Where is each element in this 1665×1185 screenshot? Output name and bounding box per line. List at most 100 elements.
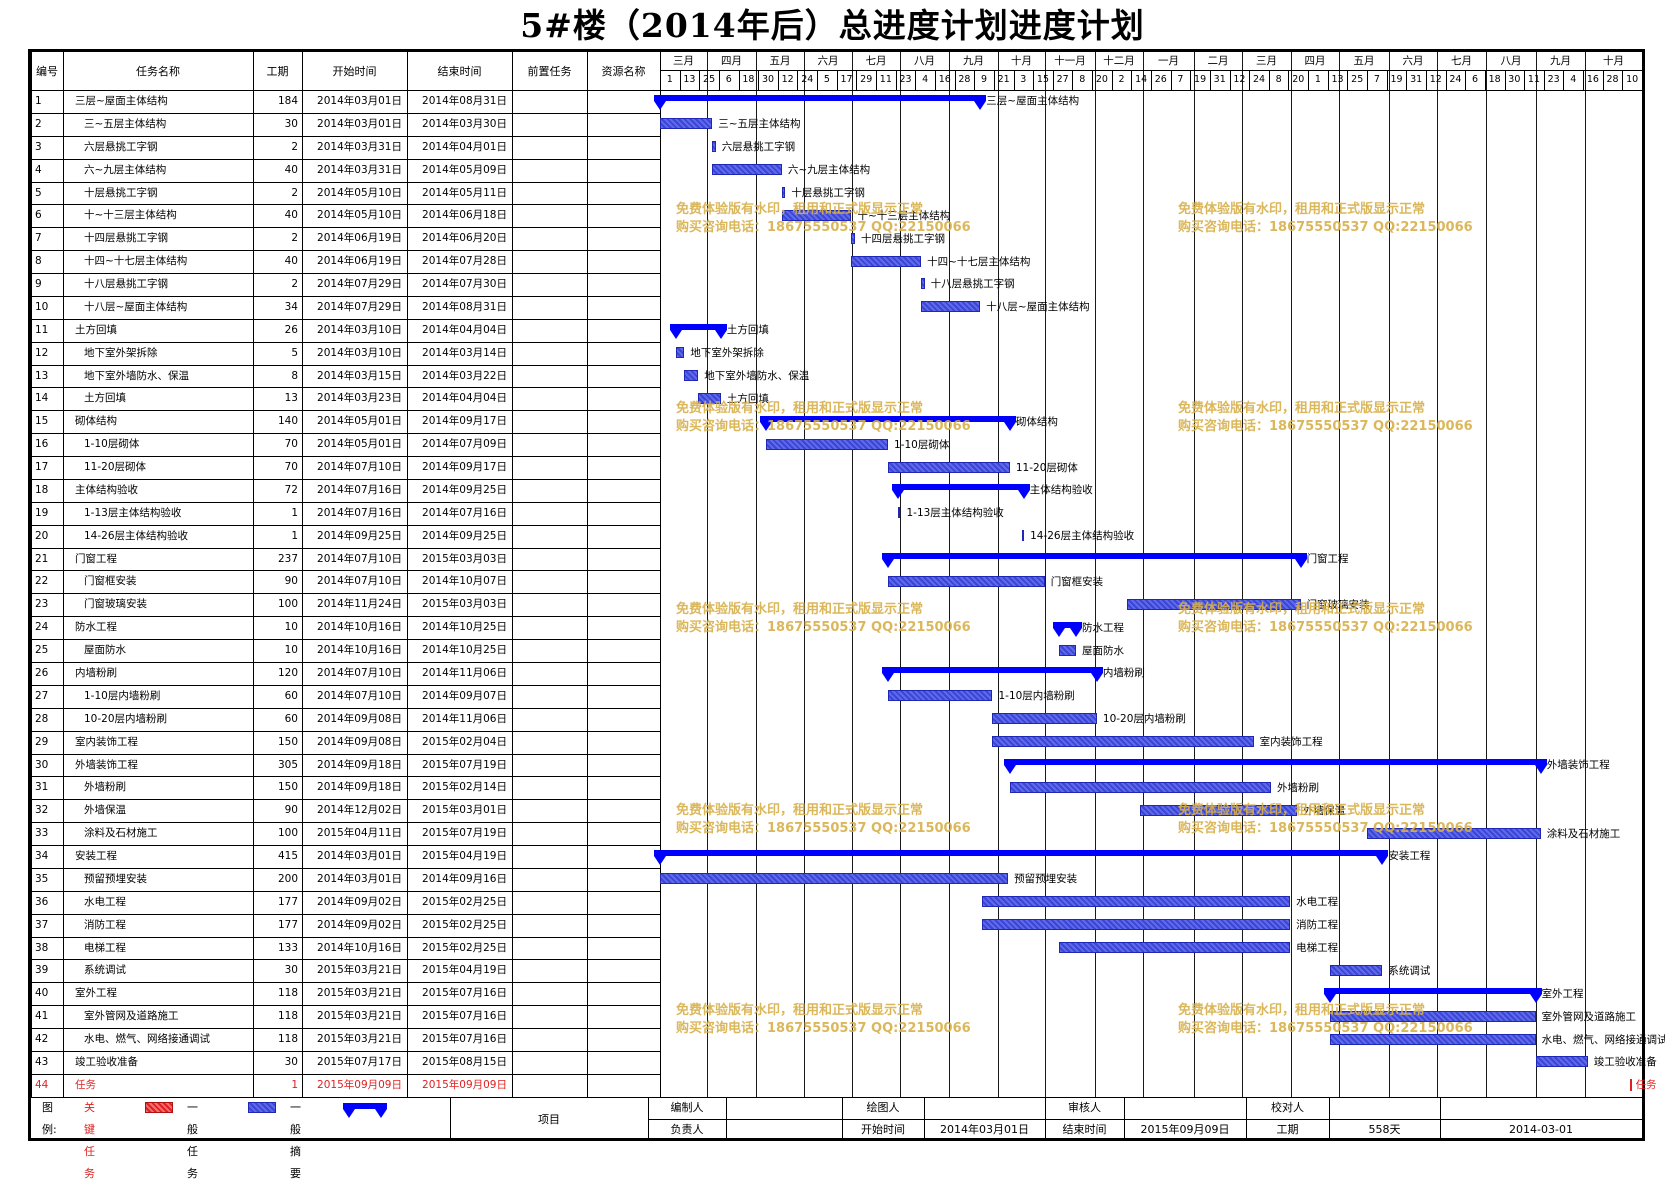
task-name[interactable]: 外墙粉刷 [84, 781, 126, 794]
task-name[interactable]: 六~九层主体结构 [84, 163, 167, 176]
task-name[interactable]: 竣工验收准备 [75, 1055, 138, 1068]
gantt-task-bar[interactable] [781, 186, 786, 198]
task-name[interactable]: 10-20层内墙粉刷 [84, 712, 168, 725]
task-name[interactable]: 内墙粉刷 [75, 667, 117, 679]
task-name[interactable]: 室外工程 [75, 987, 117, 1000]
task-name[interactable]: 土方回填 [75, 323, 117, 336]
task-name[interactable]: 砌体结构 [75, 415, 117, 428]
gantt-task-bar[interactable] [888, 461, 1010, 473]
task-name[interactable]: 地下室外墙防水、保温 [84, 369, 189, 382]
gantt-task-bar[interactable] [982, 919, 1291, 931]
task-name[interactable]: 室内装饰工程 [75, 735, 138, 748]
task-name[interactable]: 十八层悬挑工字钢 [84, 278, 168, 291]
task-name[interactable]: 涂料及石材施工 [84, 827, 158, 840]
gantt-task-bar[interactable] [851, 232, 855, 244]
timeline-month: 十月 [1011, 55, 1032, 67]
gantt-summary-bar[interactable] [760, 415, 1016, 422]
task-name[interactable]: 1-10层内墙粉刷 [84, 689, 161, 702]
gantt-summary-bar[interactable] [1324, 987, 1542, 994]
gantt-task-bar[interactable] [698, 392, 721, 404]
gantt-task-bar[interactable] [1058, 942, 1291, 953]
task-name[interactable]: 防水工程 [75, 621, 117, 634]
task-id: 17 [35, 461, 49, 474]
gantt-summary-bar[interactable] [654, 850, 1389, 857]
gantt-task-bar[interactable] [1330, 1010, 1536, 1022]
task-name[interactable]: 十四层悬挑工字钢 [84, 232, 168, 245]
legend-general-swatch [248, 1102, 276, 1113]
task-name[interactable]: 十八层~屋面主体结构 [84, 300, 188, 313]
gantt-summary-start-cap [669, 330, 682, 340]
gantt-task-bar[interactable] [1140, 804, 1298, 816]
task-name[interactable]: 14-26层主体结构验收 [84, 529, 189, 542]
gantt-task-bar[interactable] [1330, 1033, 1536, 1045]
task-name[interactable]: 1-13层主体结构验收 [84, 506, 182, 519]
gantt-task-bar[interactable] [1366, 827, 1541, 839]
task-name[interactable]: 室外管网及道路施工 [84, 1010, 179, 1023]
gantt-task-bar[interactable] [898, 507, 901, 519]
timeline-day: 16 [938, 74, 951, 85]
gantt-summary-bar[interactable] [669, 324, 727, 331]
task-name[interactable]: 外墙装饰工程 [75, 758, 138, 771]
gantt-task-bar[interactable] [766, 438, 889, 450]
gantt-task-bar[interactable] [1330, 964, 1383, 976]
gantt-task-bar[interactable] [1009, 781, 1271, 793]
task-name[interactable]: 土方回填 [84, 392, 126, 405]
task-name[interactable]: 水电、燃气、网络接通调试 [84, 1033, 210, 1046]
task-name[interactable]: 十四~十七层主体结构 [84, 255, 188, 268]
task-name[interactable]: 安装工程 [75, 850, 117, 863]
task-name[interactable]: 门窗玻璃安装 [84, 598, 147, 611]
gantt-summary-end-cap [1376, 856, 1389, 866]
gantt-task-bar[interactable] [888, 690, 993, 702]
gantt-summary-bar[interactable] [892, 484, 1030, 491]
task-name[interactable]: 十~十三层主体结构 [84, 209, 177, 222]
gantt-summary-bar[interactable] [882, 667, 1103, 674]
task-name[interactable]: 主体结构验收 [75, 483, 138, 496]
task-name[interactable]: 任务 [75, 1078, 96, 1091]
task-name[interactable]: 地下室外架拆除 [84, 346, 158, 359]
gantt-task-bar[interactable] [992, 736, 1254, 748]
gantt-task-bar[interactable] [712, 141, 716, 153]
task-name[interactable]: 门窗工程 [75, 552, 117, 565]
gantt-task-bar[interactable] [992, 713, 1097, 725]
gantt-bar-label: 三层~屋面主体结构 [986, 95, 1080, 108]
gantt-summary-bar[interactable] [882, 553, 1307, 560]
column-divider [587, 52, 588, 1097]
gantt-task-bar[interactable] [675, 347, 685, 359]
gantt-task-bar[interactable] [921, 278, 925, 290]
gantt-task-bar[interactable] [684, 370, 699, 381]
task-name[interactable]: 1-10层砌体 [84, 438, 140, 451]
gantt-bar-label: 1-13层主体结构验收 [906, 507, 1004, 520]
gantt-task-bar[interactable] [712, 164, 782, 176]
gantt-task-bar[interactable] [1022, 530, 1025, 542]
task-name[interactable]: 预留预埋安装 [84, 872, 147, 885]
task-name[interactable]: 11-20层砌体 [84, 461, 147, 474]
gantt-summary-bar[interactable] [1052, 621, 1083, 628]
gantt-task-bar[interactable] [1058, 644, 1077, 656]
task-name[interactable]: 电梯工程 [84, 941, 126, 954]
gantt-task-bar[interactable] [921, 301, 981, 313]
task-name[interactable]: 屋面防水 [84, 644, 126, 657]
gantt-critical-bar[interactable] [1629, 1079, 1632, 1092]
row-divider [31, 684, 660, 686]
gantt-task-bar[interactable] [982, 896, 1291, 908]
task-name[interactable]: 十层悬挑工字钢 [84, 186, 158, 199]
task-name[interactable]: 三~五层主体结构 [84, 117, 167, 130]
gantt-summary-bar[interactable] [1003, 758, 1547, 765]
task-name[interactable]: 消防工程 [84, 918, 126, 931]
task-name[interactable]: 三层~屋面主体结构 [75, 95, 168, 107]
task-name[interactable]: 门窗框安装 [84, 575, 137, 588]
gantt-task-bar[interactable] [888, 575, 1045, 587]
gantt-task-bar[interactable] [851, 255, 922, 267]
day-divider [876, 71, 878, 90]
task-name[interactable]: 水电工程 [84, 895, 126, 908]
gantt-task-bar[interactable] [1535, 1056, 1588, 1068]
gantt-task-bar[interactable] [660, 873, 1009, 885]
gantt-task-bar[interactable] [781, 209, 852, 221]
gantt-task-bar[interactable] [660, 118, 713, 130]
gantt-summary-bar[interactable] [654, 95, 987, 102]
task-name[interactable]: 外墙保温 [84, 804, 126, 817]
gantt-summary-start-cap [892, 490, 905, 500]
task-name[interactable]: 六层悬挑工字钢 [84, 140, 158, 153]
task-name[interactable]: 系统调试 [84, 964, 126, 977]
gantt-task-bar[interactable] [1126, 598, 1301, 610]
